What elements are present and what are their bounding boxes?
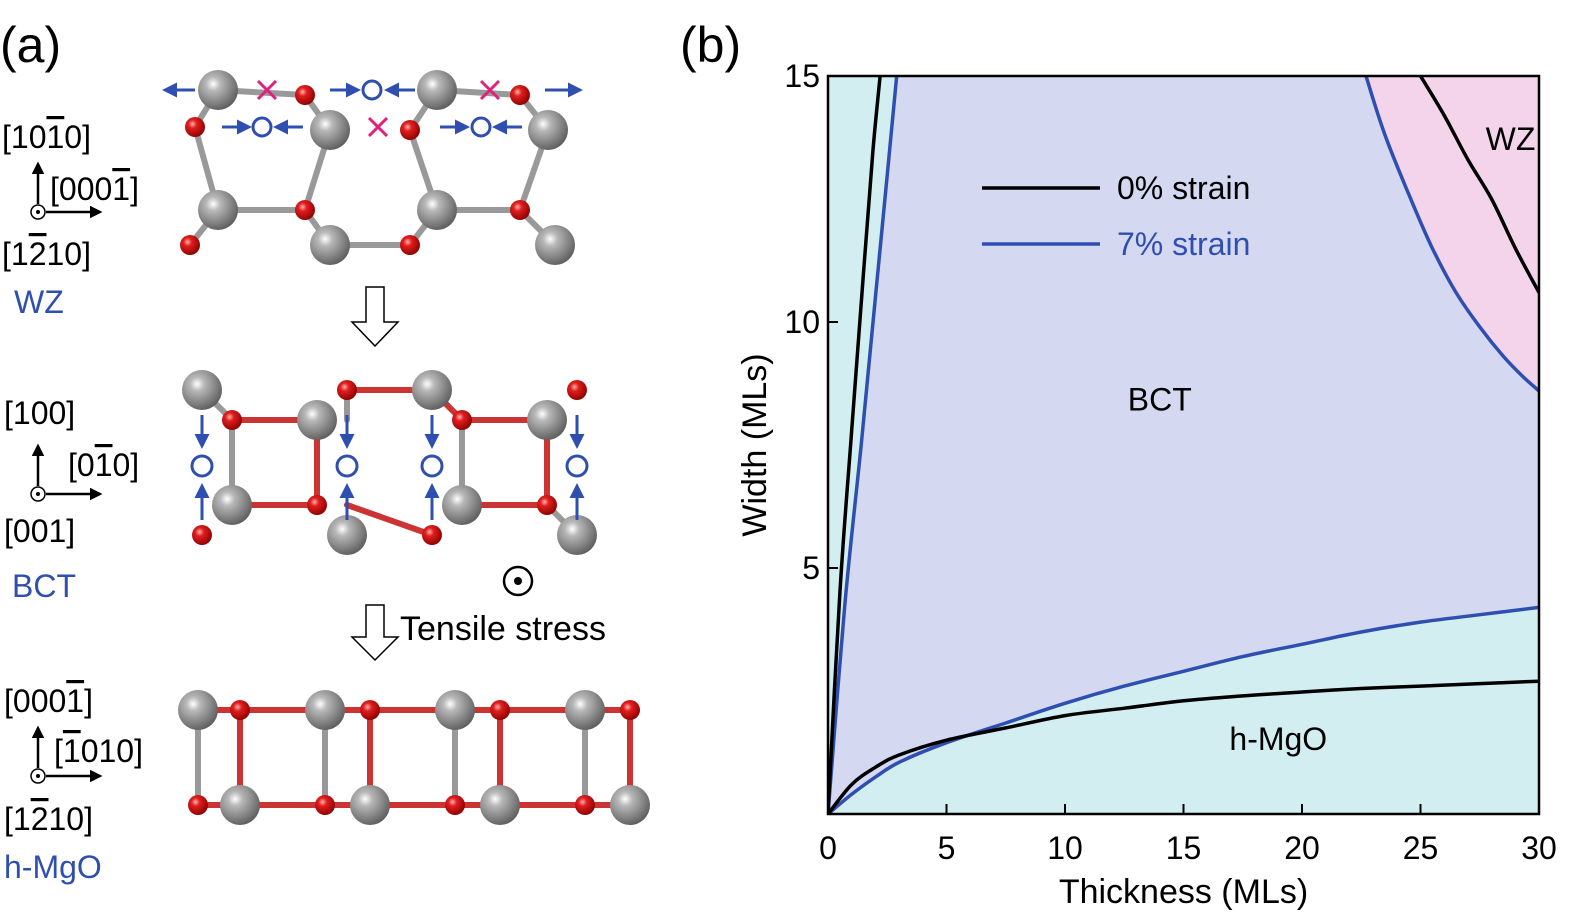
region-label-bct: BCT (1128, 382, 1192, 418)
bct-dir-out: [001] (4, 513, 75, 549)
x-tick-label: 10 (1047, 830, 1083, 866)
y-tick-label: 15 (784, 58, 820, 94)
wz-structure (162, 70, 583, 265)
wz-cross-marks (256, 79, 501, 138)
legend-entry: 7% strain (982, 226, 1250, 262)
phase-region-fills (828, 76, 1539, 814)
transition-arrow-2 (350, 604, 400, 662)
curve-0-strain-bct-wz-right (1418, 76, 1539, 295)
wz-dir-up: [1010] (2, 119, 91, 155)
axis-glyph-0 (30, 161, 103, 220)
tensile-stress-label: Tensile stress (400, 610, 606, 648)
x-tick-label: 20 (1284, 830, 1320, 866)
panel-b-label: (b) (680, 17, 741, 73)
bct-dir-right: [010] (68, 447, 139, 483)
bct-displacement-arrows (190, 415, 589, 520)
axis-glyph-1 (30, 443, 103, 502)
curve-0-strain-hmgo-bct (828, 679, 1539, 814)
crystal-axes (30, 161, 103, 784)
curve-7-strain-hmgo-bct (828, 605, 1539, 814)
hmgo-dir-out: [1210] (4, 801, 93, 837)
y-tick-label: 10 (784, 304, 820, 340)
bct-atoms (182, 370, 597, 555)
hmgo-phase-label: h-MgO (4, 849, 102, 885)
y-axis-label: Width (MLs) (736, 353, 774, 536)
hmgo-structure (178, 690, 650, 825)
curve-7-strain-bct-wz-right (1364, 76, 1539, 393)
axis-glyph-2 (30, 725, 103, 784)
bct-structure (182, 370, 597, 555)
x-tick-label: 5 (938, 830, 956, 866)
x-tick-label: 30 (1521, 830, 1557, 866)
wz-atoms (180, 70, 575, 265)
stress-direction-icon (502, 565, 534, 597)
bct-bonds (199, 387, 580, 538)
x-tick-label: 25 (1403, 830, 1439, 866)
x-tick-label: 0 (819, 830, 837, 866)
region-label-wz: WZ (1486, 121, 1536, 157)
legend-entry: 0% strain (982, 170, 1250, 206)
wz-phase-label: WZ (14, 284, 64, 320)
wz-region (1366, 76, 1539, 391)
curve-0-strain-bct-wz-left (828, 76, 882, 814)
transition-arrow-1 (350, 286, 400, 348)
hmgo-atoms (178, 690, 650, 825)
boundary-curves (828, 76, 1539, 814)
hmgo-dir-right: [1010] (54, 733, 143, 769)
hmgo-dir-up: [0001] (4, 683, 93, 719)
region-label-h-mgo: h-MgO (1229, 721, 1327, 757)
wz-bonds (187, 87, 558, 248)
legend-label: 0% strain (1117, 170, 1250, 206)
row-labels: [1010] [0001] [1210] WZ [100] [010] [001… (2, 119, 143, 885)
bct-dir-up: [100] (4, 395, 75, 431)
x-tick-label: 15 (1166, 830, 1202, 866)
wz-displacement-arrows (162, 79, 583, 138)
bct-phase-label: BCT (12, 568, 76, 604)
bct-region (828, 76, 1539, 814)
wz-dir-right: [0001] (50, 171, 139, 207)
x-axis-label: Thickness (MLs) (1059, 873, 1308, 911)
phase-diagram-plot: 0 5 10 15 20 25 30 5 10 15 Thickness (MLs) Width (M… (736, 58, 1557, 911)
legend-label: 7% strain (1117, 226, 1250, 262)
hmgo-bonds (195, 707, 633, 808)
panel-a-label: (a) (0, 17, 61, 73)
y-tick-label: 5 (802, 550, 820, 586)
curve-7-strain-bct-wz-left (828, 76, 899, 814)
wz-dir-out: [1210] (2, 236, 91, 272)
